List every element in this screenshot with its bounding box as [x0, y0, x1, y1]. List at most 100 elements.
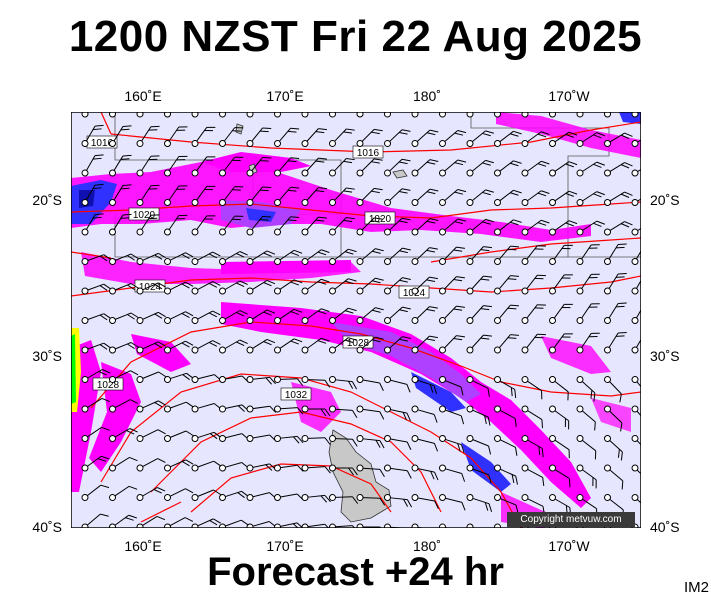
- wind-barb: [439, 130, 467, 147]
- wind-barb: [219, 310, 248, 324]
- wind-barb: [631, 192, 641, 206]
- wind-barb: [81, 183, 104, 206]
- wind-barb: [274, 216, 300, 236]
- wind-barb: [576, 405, 596, 431]
- wind-barb: [466, 376, 490, 397]
- wind-barb: [466, 305, 492, 324]
- wind-barb: [164, 252, 194, 265]
- x-tick-bottom-160e: 160˚E: [124, 538, 162, 554]
- wind-barb: [246, 250, 276, 265]
- map-title: 1200 NZST Fri 22 Aug 2025: [68, 12, 643, 61]
- wind-barb: [549, 376, 569, 401]
- svg-text:1028: 1028: [347, 338, 370, 349]
- wind-barb: [549, 220, 578, 236]
- wind-barb: [631, 221, 641, 236]
- wind-barb: [549, 131, 578, 147]
- wind-barb: [164, 185, 188, 206]
- wind-barb: [301, 494, 331, 503]
- wind-barb: [356, 128, 383, 147]
- wind-barb: [521, 131, 550, 147]
- wind-barb: [494, 130, 522, 147]
- wind-barb: [631, 494, 641, 512]
- wind-barb: [274, 157, 300, 177]
- wind-barb: [164, 311, 194, 324]
- wind-barb: [604, 162, 633, 177]
- wind-barb: [301, 464, 331, 474]
- wind-barb: [604, 132, 633, 147]
- wind-barb: [439, 464, 466, 482]
- wind-barb: [136, 125, 160, 147]
- wind-barb: [521, 494, 545, 515]
- wind-barb: [164, 488, 194, 501]
- wind-barb: [164, 459, 194, 472]
- wind-barb: [356, 523, 386, 528]
- wind-barb: [329, 216, 355, 236]
- wind-barb: [301, 216, 327, 236]
- wind-barb: [494, 160, 522, 177]
- wind-barb: [466, 435, 492, 455]
- wind-barb: [301, 187, 327, 206]
- wind-barb: [384, 188, 411, 206]
- wind-barb: [164, 214, 188, 236]
- wind-barb: [631, 162, 641, 177]
- wind-barb: [329, 157, 355, 177]
- wind-barb: [164, 430, 194, 442]
- wind-barb: [494, 494, 519, 514]
- wind-barb: [136, 429, 166, 442]
- wind-barb: [274, 435, 304, 444]
- wind-barb: [136, 252, 166, 265]
- wind-barb: [439, 218, 467, 236]
- wind-barb: [246, 186, 272, 206]
- wind-barb: [356, 464, 385, 477]
- wind-barb: [356, 494, 386, 506]
- wind-barb: [549, 244, 573, 265]
- wind-barb: [136, 371, 167, 383]
- wind-barb: [576, 244, 600, 265]
- wind-barb: [466, 494, 493, 513]
- wind-barb: [246, 156, 272, 177]
- wind-barb: [246, 492, 277, 501]
- wind-barb: [466, 334, 492, 354]
- wind-barb: [164, 401, 194, 413]
- x-tick-bottom-180: 180˚: [412, 538, 442, 554]
- wind-barb: [219, 433, 249, 442]
- wind-barb: [81, 426, 110, 442]
- wind-barb: [494, 376, 517, 399]
- wind-barb: [604, 464, 624, 490]
- wind-barb: [411, 464, 439, 481]
- wind-barb: [521, 435, 544, 458]
- wind-barb: [246, 215, 272, 236]
- wind-barb: [604, 243, 627, 265]
- wind-barb: [384, 158, 411, 177]
- wind-barb: [576, 220, 605, 236]
- wind-barb: [466, 405, 491, 426]
- wind-barb: [329, 494, 359, 504]
- isobar-label-1032: 1032: [280, 387, 312, 401]
- new-zealand-north-island: [328, 429, 392, 523]
- wind-barb: [301, 278, 330, 295]
- wind-barb: [246, 434, 277, 442]
- wind-barb: [494, 219, 522, 236]
- wind-barb: [384, 405, 411, 422]
- y-tick-left-30s: 30˚S: [32, 348, 62, 364]
- x-tick-bottom-170e: 170˚E: [266, 538, 304, 554]
- wind-barb: [604, 273, 627, 295]
- wind-barb: [384, 435, 412, 450]
- wind-barb: [329, 337, 357, 354]
- svg-text:1016: 1016: [91, 138, 114, 149]
- wind-barb: [549, 190, 578, 206]
- y-tick-left-20s: 20˚S: [32, 192, 62, 208]
- wind-barb: [191, 185, 216, 206]
- wind-barb: [136, 400, 166, 413]
- wind-barb: [329, 278, 357, 295]
- wind-barb: [81, 455, 110, 472]
- wind-barb: [81, 254, 112, 265]
- wind-barb: [329, 187, 355, 206]
- wind-barb: [109, 312, 139, 324]
- wind-barb: [521, 160, 550, 177]
- wind-barb: [411, 494, 439, 509]
- wind-barb: [356, 248, 384, 265]
- wind-barb: [494, 334, 519, 354]
- wind-barb: [81, 397, 111, 413]
- wind-barb: [439, 376, 464, 396]
